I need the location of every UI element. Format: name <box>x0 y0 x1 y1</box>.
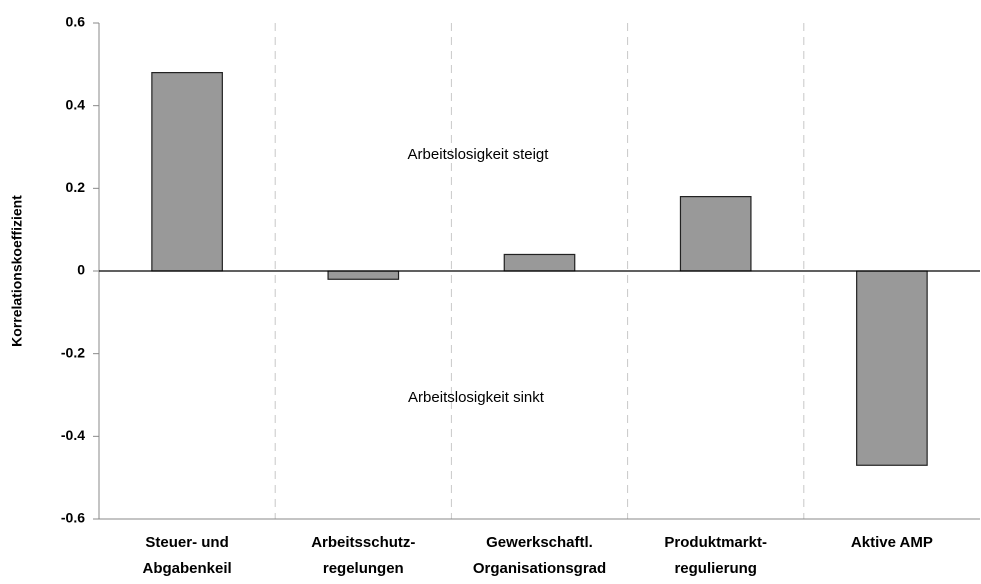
x-tick-label-line: Organisationsgrad <box>473 560 606 577</box>
y-tick-label: -0.6 <box>61 510 85 526</box>
x-tick-label: Gewerkschaftl. Organisationsgrad <box>473 534 606 577</box>
x-tick-label-line: Gewerkschaftl. <box>486 534 593 551</box>
x-tick-label: Steuer- und Abgabenkeil <box>143 534 232 577</box>
bar <box>503 253 576 272</box>
x-tick-label-line: Produktmarkt- <box>664 534 767 551</box>
x-tick-label-line: regulierung <box>674 560 757 577</box>
annotation: Arbeitslosigkeit sinkt <box>408 389 545 406</box>
annotation: Arbeitslosigkeit steigt <box>408 146 550 163</box>
x-tick-label: Arbeitsschutz-regelungen <box>311 534 415 577</box>
x-tick-label-line: Aktive AMP <box>851 534 933 551</box>
y-tick-label: 0.6 <box>66 14 86 30</box>
y-tick-label: -0.2 <box>61 344 85 360</box>
x-tick-label-line: Arbeitsschutz- <box>311 534 415 551</box>
y-tick-label: 0.2 <box>66 179 86 195</box>
x-tick-label: Aktive AMP <box>851 534 933 551</box>
y-tick-label: -0.4 <box>61 427 85 443</box>
y-tick-label: 0.4 <box>66 96 86 112</box>
bar <box>679 196 752 272</box>
y-tick-label: 0 <box>77 262 85 278</box>
bar <box>856 270 928 466</box>
bar <box>327 270 400 280</box>
x-tick-label-line: Steuer- und <box>145 534 228 551</box>
bar <box>151 71 223 272</box>
x-tick-label-line: Abgabenkeil <box>143 560 232 577</box>
x-tick-label: Produktmarkt-regulierung <box>664 534 767 577</box>
x-tick-label-line: regelungen <box>323 560 404 577</box>
y-axis-label: Korrelationskoeffizient <box>9 195 25 347</box>
